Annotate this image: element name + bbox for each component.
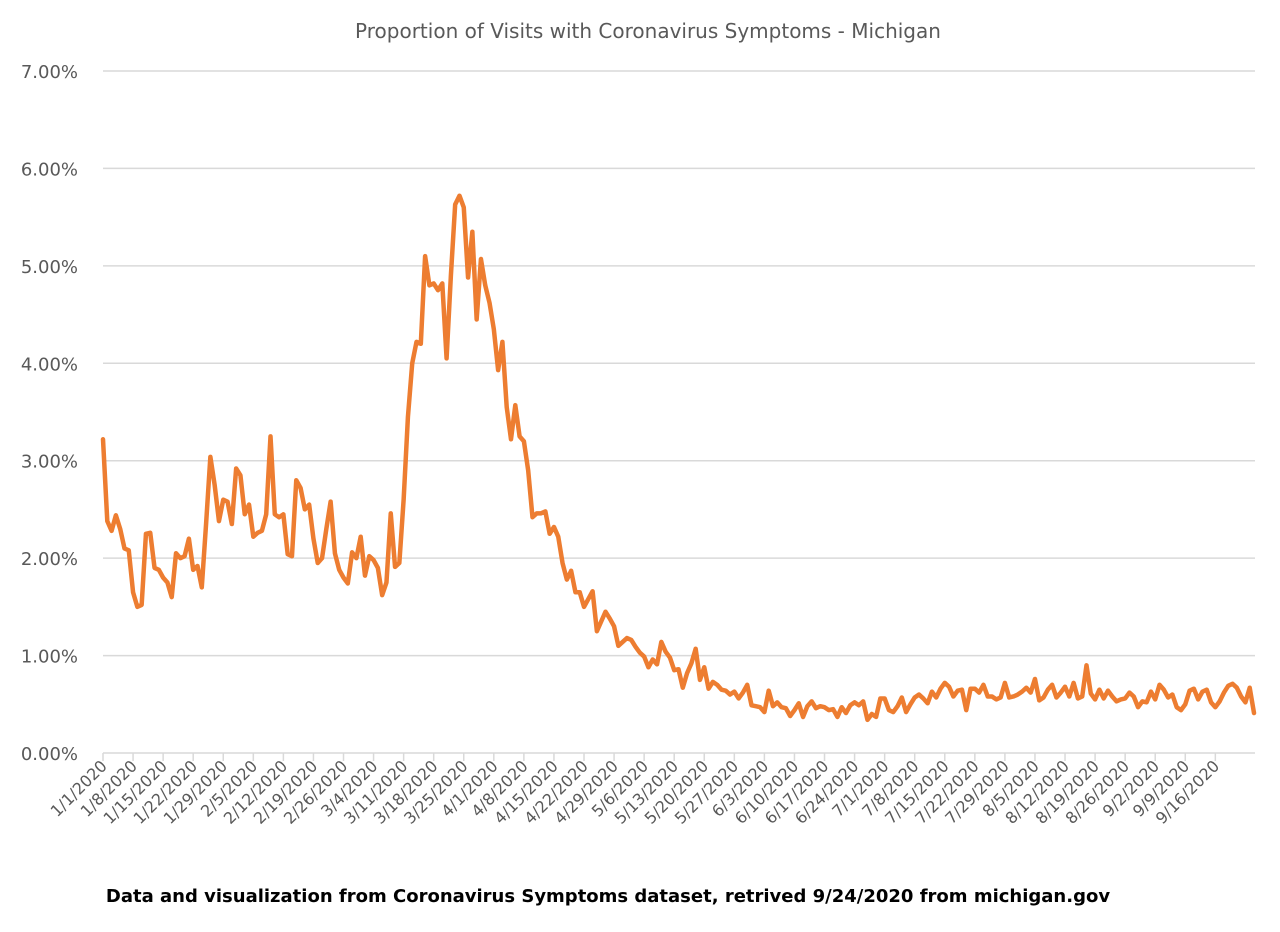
y-tick-label: 7.00% [21, 62, 78, 83]
y-tick-label: 1.00% [21, 647, 78, 668]
y-tick-label: 3.00% [21, 452, 78, 473]
y-tick-label: 4.00% [21, 354, 78, 375]
y-tick-label: 2.00% [21, 549, 78, 570]
x-axis-ticks: 1/1/20201/8/20201/15/20201/22/20201/29/2… [47, 753, 1223, 828]
series-line [100, 193, 1257, 723]
y-tick-label: 0.00% [21, 744, 78, 765]
y-tick-label: 5.00% [21, 257, 78, 278]
y-axis-ticks: 0.00% 1.00% 2.00% 3.00% 4.00% 5.00% 6.00% 7.00% [21, 62, 78, 765]
chart-title: Proportion of Visits with Coronavirus Sy… [355, 19, 941, 43]
gridlines [103, 70, 1255, 754]
y-tick-label: 6.00% [21, 159, 78, 180]
source-caption: Data and visualization from Coronavirus … [105, 886, 1111, 907]
series-layer [100, 193, 1257, 723]
